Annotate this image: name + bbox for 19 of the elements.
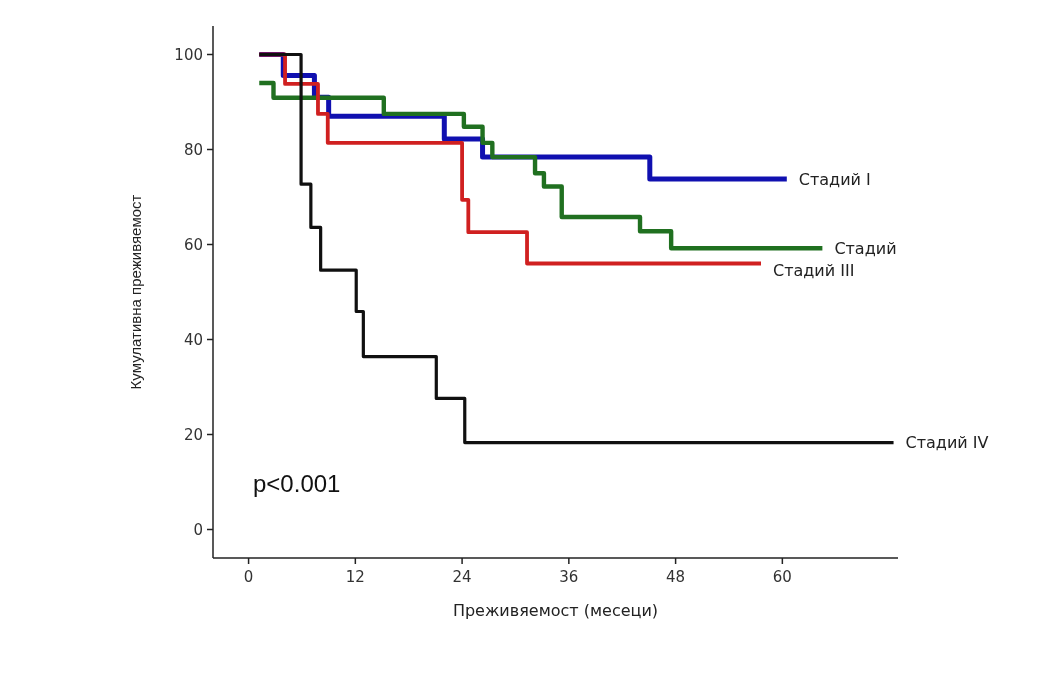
series-label: Стадий III <box>773 260 855 280</box>
x-tick-label: 48 <box>666 568 686 586</box>
x-tick-label: 0 <box>243 568 254 586</box>
y-tick-label: 40 <box>183 330 203 349</box>
y-axis-title: Кумулативна преживяемост <box>127 194 144 390</box>
series-label: Стадий IV <box>905 433 989 453</box>
x-tick-label: 24 <box>452 568 472 586</box>
x-tick-label: 12 <box>345 568 365 586</box>
annotation: p<0.001 <box>253 469 341 497</box>
y-tick-label: 100 <box>174 45 203 64</box>
y-tick-label: 60 <box>183 235 203 254</box>
x-tick-label: 36 <box>559 568 579 586</box>
series-label: Стадий <box>834 238 897 258</box>
y-tick-label: 0 <box>193 520 203 539</box>
x-axis-title: Преживяемост (месеци) <box>452 601 659 620</box>
y-tick-label: 20 <box>183 425 203 444</box>
y-tick-label: 80 <box>183 140 203 159</box>
x-tick-label: 60 <box>772 568 792 586</box>
series-label: Стадий I <box>798 169 871 189</box>
